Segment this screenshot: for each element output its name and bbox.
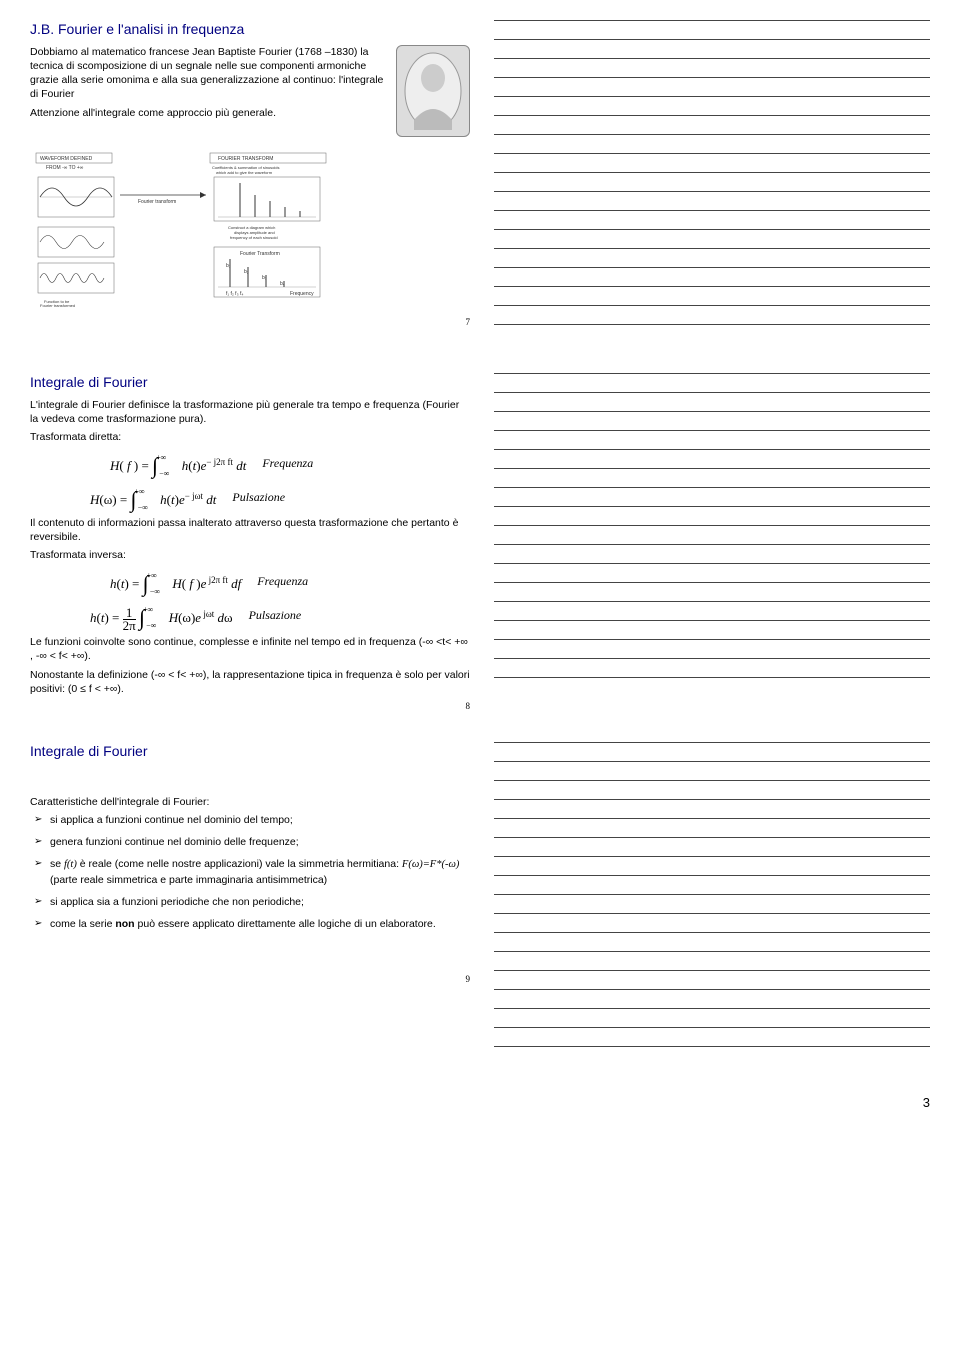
slide-8: Integrale di Fourier L'integrale di Four… — [30, 373, 470, 712]
formula-ht-w: h(t) = 12π ∫+∞−∞ H(ω)e jωt dω Pulsazione — [90, 600, 470, 631]
svg-text:b₁: b₁ — [226, 263, 231, 269]
slide-8-title: Integrale di Fourier — [30, 373, 470, 392]
bullet-3d: F(ω)=F*(-ω) — [402, 859, 459, 870]
formula-Hw: H(ω) = ∫+∞−∞ h(t)e− jωt dt Pulsazione — [90, 482, 470, 512]
slide-9-title: Integrale di Fourier — [30, 742, 470, 761]
formula-ht-w-label: Pulsazione — [249, 607, 302, 623]
svg-text:frequency of each sinusoid: frequency of each sinusoid — [230, 235, 278, 240]
slide-7-notes — [494, 20, 930, 343]
slide-8-p2: Il contenuto di informazioni passa inalt… — [30, 516, 470, 544]
bullet-5c: può essere applicato direttamente alle l… — [135, 918, 436, 930]
slide-9-notes — [494, 742, 930, 1065]
slide-8-direct-label: Trasformata diretta: — [30, 430, 470, 444]
bullet-5b: non — [115, 918, 134, 930]
svg-text:b₂: b₂ — [244, 269, 249, 275]
bullet-3e: (parte reale simmetrica e parte immagina… — [50, 874, 327, 886]
slide-7-row: J.B. Fourier e l'analisi in frequenza Do… — [30, 20, 930, 343]
slide-8-row: Integrale di Fourier L'integrale di Four… — [30, 373, 930, 712]
portrait-placeholder-icon — [402, 50, 464, 132]
svg-text:b₄: b₄ — [280, 281, 285, 287]
bullet-1: si applica a funzioni continue nel domin… — [34, 813, 470, 827]
page-number: 3 — [30, 1095, 930, 1110]
slide-9-number: 9 — [30, 973, 470, 985]
slide-8-notes — [494, 373, 930, 712]
svg-text:Fourier transformed: Fourier transformed — [40, 303, 75, 307]
svg-text:f₁ f₂ f₃ f₄: f₁ f₂ f₃ f₄ — [226, 291, 243, 297]
slide-7: J.B. Fourier e l'analisi in frequenza Do… — [30, 20, 470, 343]
fourier-portrait — [396, 45, 470, 137]
bullet-5: come la serie non può essere applicato d… — [34, 917, 470, 931]
slide-8-p3: Le funzioni coinvolte sono continue, com… — [30, 635, 470, 663]
slide-8-number: 8 — [30, 700, 470, 712]
bullet-3: se f(t) è reale (come nelle nostre appli… — [34, 857, 470, 886]
bullet-2: genera funzioni continue nel dominio del… — [34, 835, 470, 849]
slide-7-title: J.B. Fourier e l'analisi in frequenza — [30, 20, 470, 39]
slide-8-inverse-label: Trasformata inversa: — [30, 548, 470, 562]
svg-text:b₃: b₃ — [262, 275, 267, 281]
svg-text:Fourier transform: Fourier transform — [138, 199, 176, 205]
slide-7-number: 7 — [30, 316, 470, 328]
svg-text:FOURIER TRANSFORM: FOURIER TRANSFORM — [218, 156, 273, 162]
bullet-3c: è reale (come nelle nostre applicazioni)… — [77, 858, 402, 870]
svg-text:which add to give the waveform: which add to give the waveform — [216, 170, 273, 175]
bullet-4: si applica sia a funzioni periodiche che… — [34, 895, 470, 909]
formula-ht-f: h(t) = ∫+∞−∞ H( f )e j2π ft df Frequenza — [110, 566, 470, 596]
slide-9-row: Integrale di Fourier Caratteristiche del… — [30, 742, 930, 1065]
slide-8-p4: Nonostante la definizione (-∞ < f< +∞), … — [30, 668, 470, 696]
formula-Hw-label: Pulsazione — [232, 489, 285, 505]
slide-8-p4-text: Nonostante la definizione (-∞ < f< +∞), … — [30, 669, 470, 695]
svg-text:Fourier Transform: Fourier Transform — [240, 251, 280, 257]
formula-Hf-label: Frequenza — [262, 455, 313, 471]
slide-9: Integrale di Fourier Caratteristiche del… — [30, 742, 470, 1065]
svg-text:Frequency: Frequency — [290, 291, 314, 297]
bullet-3a: se — [50, 858, 64, 870]
slide-9-bullets: si applica a funzioni continue nel domin… — [30, 813, 470, 931]
fourier-transform-diagram: WAVEFORM DEFINED FROM -∞ TO +∞ FOURIER T… — [30, 147, 370, 307]
slide-8-p1: L'integrale di Fourier definisce la tras… — [30, 398, 470, 426]
bullet-5a: come la serie — [50, 918, 115, 930]
formula-Hf: H( f ) = ∫+∞−∞ h(t)e− j2π ft dt Frequenz… — [110, 448, 470, 478]
bullet-3b: f(t) — [64, 859, 77, 870]
formula-ht-f-label: Frequenza — [257, 573, 308, 589]
svg-text:FROM -∞ TO +∞: FROM -∞ TO +∞ — [46, 165, 84, 171]
slide-9-subtitle: Caratteristiche dell'integrale di Fourie… — [30, 795, 470, 809]
svg-text:WAVEFORM DEFINED: WAVEFORM DEFINED — [40, 156, 93, 162]
